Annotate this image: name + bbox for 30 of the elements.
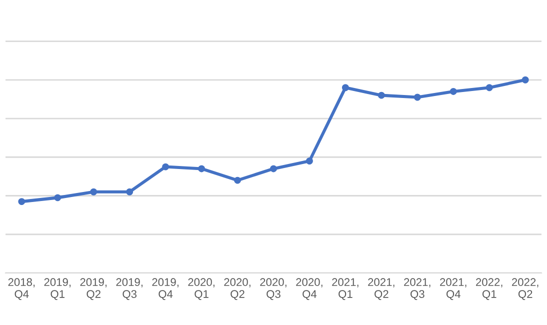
point <box>162 163 170 170</box>
point <box>414 94 421 101</box>
x-tick-label: 2020, Q2 <box>224 278 250 300</box>
point <box>342 84 349 92</box>
x-tick-label: 2022, Q2 <box>512 278 538 300</box>
x-tick-label: 2020, Q1 <box>188 278 214 300</box>
x-tick-label: 2021, Q1 <box>332 278 358 300</box>
x-tick-label: 2021, Q2 <box>368 278 394 300</box>
point <box>486 84 493 92</box>
point <box>126 188 134 196</box>
point <box>198 165 206 172</box>
point <box>270 165 277 172</box>
x-tick-label: 2019, Q1 <box>44 278 71 300</box>
x-tick-label: 2022, Q1 <box>476 278 502 300</box>
x-tick-label: 2019, Q3 <box>116 278 142 300</box>
point <box>90 188 98 196</box>
point <box>450 88 457 95</box>
point <box>18 198 26 206</box>
x-tick-label: 2019, Q4 <box>152 278 178 300</box>
x-tick-label: 2020, Q3 <box>260 278 286 300</box>
point <box>522 76 529 84</box>
point <box>234 176 241 184</box>
point <box>54 194 62 202</box>
point <box>306 158 313 164</box>
x-tick-label: 2020, Q4 <box>296 278 322 300</box>
x-tick-label: 2018, Q4 <box>8 278 35 300</box>
x-tick-label: 2021, Q3 <box>404 278 430 300</box>
x-tick-label: 2021, Q4 <box>440 278 466 300</box>
x-tick-label: 2019, Q2 <box>80 278 107 300</box>
point <box>378 92 385 99</box>
